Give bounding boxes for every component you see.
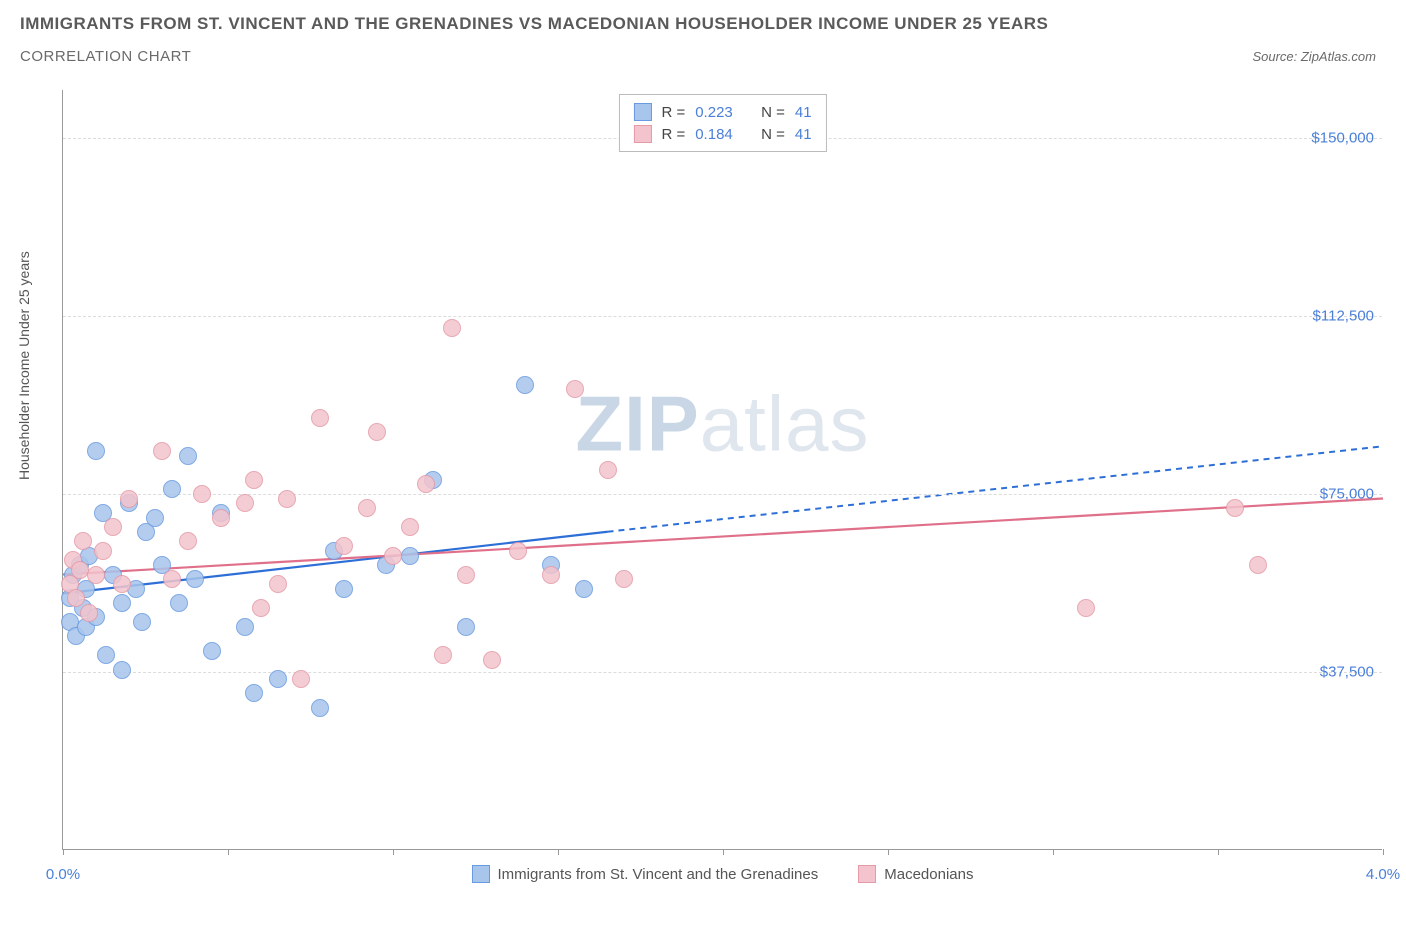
data-point <box>401 547 419 565</box>
x-tick <box>558 849 559 855</box>
data-point <box>236 618 254 636</box>
data-point <box>358 499 376 517</box>
gridline <box>63 672 1382 673</box>
data-point <box>311 699 329 717</box>
x-tick <box>393 849 394 855</box>
data-point <box>146 509 164 527</box>
data-point <box>80 604 98 622</box>
gridline <box>63 316 1382 317</box>
swatch-icon <box>633 103 651 121</box>
y-tick-label: $75,000 <box>1320 485 1374 502</box>
x-tick <box>888 849 889 855</box>
data-point <box>133 613 151 631</box>
data-point <box>516 376 534 394</box>
data-point <box>384 547 402 565</box>
data-point <box>212 509 230 527</box>
data-point <box>193 485 211 503</box>
chart-container: Householder Income Under 25 years ZIPatl… <box>20 90 1386 890</box>
data-point <box>269 670 287 688</box>
x-tick <box>228 849 229 855</box>
data-point <box>1249 556 1267 574</box>
legend-row: R = 0.184 N = 41 <box>633 123 811 145</box>
data-point <box>186 570 204 588</box>
data-point <box>87 442 105 460</box>
data-point <box>179 532 197 550</box>
swatch-icon <box>633 125 651 143</box>
data-point <box>483 651 501 669</box>
x-tick <box>1383 849 1384 855</box>
data-point <box>1226 499 1244 517</box>
data-point <box>335 537 353 555</box>
data-point <box>153 442 171 460</box>
data-point <box>311 409 329 427</box>
data-point <box>575 580 593 598</box>
swatch-icon <box>472 865 490 883</box>
data-point <box>278 490 296 508</box>
data-point <box>1077 599 1095 617</box>
plot-area: ZIPatlas R = 0.223 N = 41 R = 0.184 N = … <box>62 90 1382 850</box>
data-point <box>113 594 131 612</box>
data-point <box>252 599 270 617</box>
data-point <box>94 542 112 560</box>
chart-source: Source: ZipAtlas.com <box>1252 49 1376 64</box>
y-tick-label: $37,500 <box>1320 663 1374 680</box>
data-point <box>368 423 386 441</box>
data-point <box>120 490 138 508</box>
x-tick-label: 0.0% <box>46 866 80 883</box>
data-point <box>179 447 197 465</box>
x-tick <box>723 849 724 855</box>
chart-header: IMMIGRANTS FROM ST. VINCENT AND THE GREN… <box>0 0 1406 69</box>
data-point <box>74 532 92 550</box>
y-axis-label: Householder Income Under 25 years <box>16 251 32 480</box>
gridline <box>63 494 1382 495</box>
data-point <box>170 594 188 612</box>
data-point <box>401 518 419 536</box>
data-point <box>599 461 617 479</box>
chart-title: IMMIGRANTS FROM ST. VINCENT AND THE GREN… <box>20 14 1386 34</box>
legend-item: Macedonians <box>858 865 973 883</box>
y-tick-label: $150,000 <box>1311 129 1374 146</box>
data-point <box>97 646 115 664</box>
data-point <box>163 480 181 498</box>
data-point <box>509 542 527 560</box>
data-point <box>67 589 85 607</box>
trend-lines <box>63 90 1382 849</box>
data-point <box>566 380 584 398</box>
legend-item: Immigrants from St. Vincent and the Gren… <box>472 865 819 883</box>
data-point <box>87 566 105 584</box>
data-point <box>615 570 633 588</box>
subtitle-row: CORRELATION CHART Source: ZipAtlas.com <box>20 48 1386 65</box>
data-point <box>457 566 475 584</box>
x-tick <box>63 849 64 855</box>
data-point <box>163 570 181 588</box>
data-point <box>113 575 131 593</box>
data-point <box>236 494 254 512</box>
data-point <box>457 618 475 636</box>
chart-subtitle: CORRELATION CHART <box>20 48 191 65</box>
data-point <box>269 575 287 593</box>
data-point <box>434 646 452 664</box>
x-tick <box>1053 849 1054 855</box>
x-tick-label: 4.0% <box>1366 866 1400 883</box>
x-tick <box>1218 849 1219 855</box>
data-point <box>245 684 263 702</box>
legend-bottom: Immigrants from St. Vincent and the Gren… <box>63 865 1382 883</box>
data-point <box>417 475 435 493</box>
swatch-icon <box>858 865 876 883</box>
data-point <box>443 319 461 337</box>
data-point <box>292 670 310 688</box>
data-point <box>245 471 263 489</box>
legend-row: R = 0.223 N = 41 <box>633 101 811 123</box>
legend-correlation: R = 0.223 N = 41 R = 0.184 N = 41 <box>618 94 826 152</box>
data-point <box>71 561 89 579</box>
y-tick-label: $112,500 <box>1313 307 1374 324</box>
data-point <box>335 580 353 598</box>
data-point <box>104 518 122 536</box>
data-point <box>113 661 131 679</box>
data-point <box>542 566 560 584</box>
data-point <box>203 642 221 660</box>
